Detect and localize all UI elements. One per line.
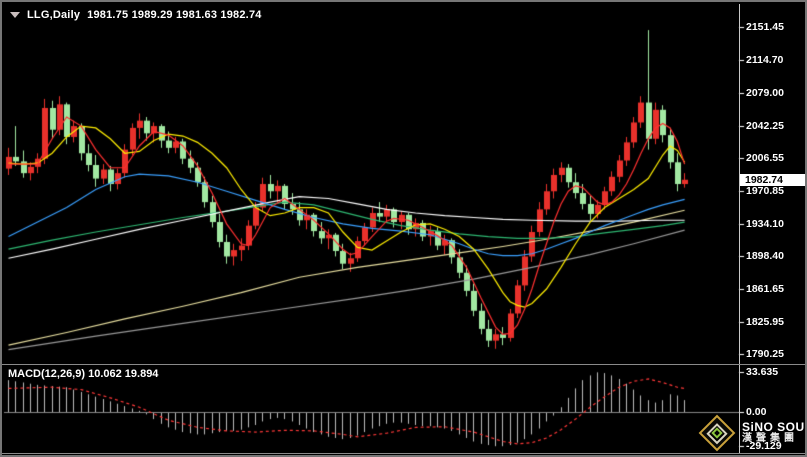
ohlc-values: 1981.75 1989.29 1981.63 1982.74 — [87, 9, 262, 21]
price-axis-label: 2006.55 — [746, 152, 784, 164]
price-axis-label: 1825.95 — [746, 316, 784, 328]
bottom-separator — [2, 453, 805, 454]
macd-axis-label: 0.00 — [746, 406, 767, 418]
diamond-logo-icon — [698, 414, 736, 452]
price-axis-label: 2042.25 — [746, 120, 784, 132]
brand-name: SiNO SOUND — [742, 420, 805, 434]
price-axis-label: 2114.70 — [746, 54, 784, 66]
price-axis-label: 1934.10 — [746, 218, 784, 230]
chart-header: LLG,Daily 1981.75 1989.29 1981.63 1982.7… — [10, 9, 262, 21]
price-axis-label: 1898.40 — [746, 250, 784, 262]
current-price-label: 1982.74 — [740, 174, 805, 186]
price-axis-label: 1861.65 — [746, 283, 784, 295]
macd-axis-label: 33.635 — [746, 366, 779, 378]
brand-logo: SiNO SOUND 漢聲集團 — [698, 414, 805, 452]
brand-name-chinese: 漢聲集團 — [742, 433, 798, 444]
price-axis-label: 2079.00 — [746, 87, 784, 99]
price-axis-label: 1790.25 — [746, 348, 784, 360]
symbol-label: LLG,Daily — [27, 9, 81, 21]
price-axis-label: 1970.85 — [746, 185, 784, 197]
symbol-dropdown-triangle-icon[interactable] — [10, 12, 20, 18]
macd-indicator-label: MACD(12,26,9) 10.062 19.894 — [8, 368, 159, 380]
panel-separator[interactable] — [2, 364, 805, 365]
price-axis-label: 2151.45 — [746, 21, 784, 33]
price-axis-separator[interactable] — [739, 4, 740, 454]
macd-axis-label: -29.129 — [746, 440, 782, 452]
